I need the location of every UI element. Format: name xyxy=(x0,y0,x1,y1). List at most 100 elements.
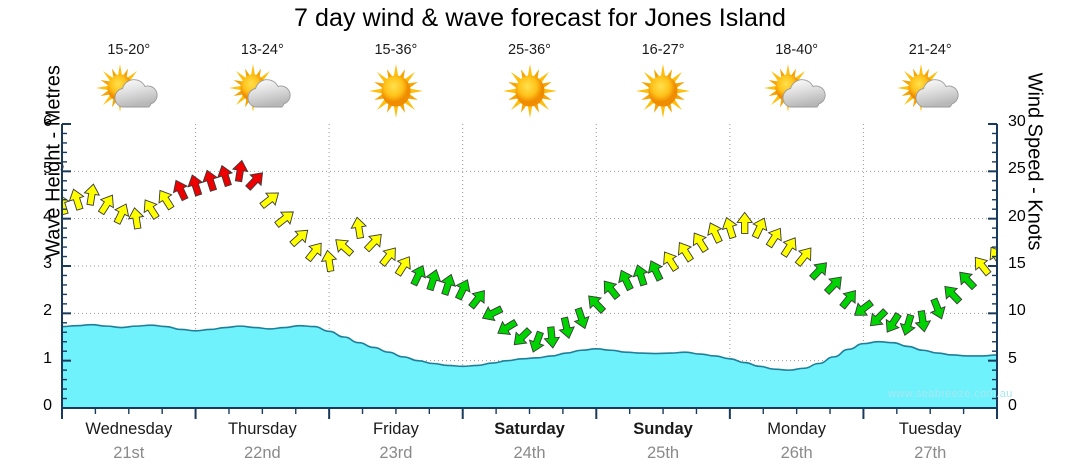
right-tick-20: 20 xyxy=(1008,207,1026,225)
wind-arrow xyxy=(839,289,856,310)
wind-arrow xyxy=(158,189,175,211)
day-label-wednesday: Wednesday xyxy=(85,420,173,438)
wind-arrow xyxy=(274,211,294,228)
wind-arrow xyxy=(707,222,723,244)
wind-arrow xyxy=(974,256,992,277)
wind-arrow xyxy=(721,216,738,240)
wind-arrow xyxy=(304,242,322,263)
wind-arrow xyxy=(603,280,621,301)
wind-arrow xyxy=(823,276,842,296)
wind-arrow xyxy=(751,217,768,240)
wind-arrow xyxy=(930,297,946,320)
day-label-tuesday: Tuesday xyxy=(898,420,962,438)
right-tick-30: 30 xyxy=(1008,113,1026,130)
wind-arrow xyxy=(989,246,997,268)
wind-arrow xyxy=(113,203,130,225)
wind-arrow xyxy=(68,188,85,211)
date-label-friday: 23rd xyxy=(379,444,413,462)
wind-arrow xyxy=(663,251,680,273)
wind-arrow xyxy=(677,241,695,263)
sunny-icon xyxy=(470,62,590,122)
wind-arrow xyxy=(231,159,249,183)
wind-arrow xyxy=(885,312,902,333)
wind-arrow xyxy=(513,327,533,346)
watermark: www.seabreeze.com.au xyxy=(888,388,1013,400)
left-tick-1: 1 xyxy=(43,349,52,367)
wind-arrow xyxy=(289,229,309,248)
wind-arrow xyxy=(454,279,471,301)
wind-arrow xyxy=(83,183,101,206)
wind-arrow xyxy=(497,318,519,335)
wind-arrow xyxy=(854,299,874,316)
date-label-wednesday: 21st xyxy=(113,444,145,462)
wind-arrow xyxy=(187,174,204,197)
wind-arrow xyxy=(647,260,664,282)
wind-arrow xyxy=(765,227,782,249)
day-label-thursday: Thursday xyxy=(227,420,297,438)
right-tick-25: 25 xyxy=(1008,160,1026,178)
partly-cloudy-icon xyxy=(202,62,322,122)
wind-arrow xyxy=(736,211,754,234)
day-label-monday: Monday xyxy=(767,420,826,438)
wind-arrow xyxy=(410,264,427,287)
wind-arrow xyxy=(62,193,70,216)
left-tick-3: 3 xyxy=(43,255,52,272)
right-tick-10: 10 xyxy=(1008,302,1026,320)
temperature-range-friday: 15-36° xyxy=(374,42,418,58)
left-tick-4: 4 xyxy=(43,207,52,225)
wind-arrow xyxy=(363,233,382,253)
wind-arrow xyxy=(379,247,396,267)
wind-arrow xyxy=(869,308,889,327)
wind-arrow xyxy=(632,264,649,287)
plot-area xyxy=(62,124,997,408)
wind-arrow xyxy=(573,306,590,330)
wind-arrow xyxy=(468,289,485,310)
date-label-saturday: 24th xyxy=(513,444,546,462)
left-tick-2: 2 xyxy=(43,302,52,320)
right-tick-5: 5 xyxy=(1008,349,1017,367)
wind-arrow xyxy=(127,207,145,230)
wind-arrow xyxy=(259,192,280,210)
wind-arrow xyxy=(809,262,828,281)
wind-arrow xyxy=(320,249,338,273)
wind-arrow xyxy=(899,313,916,336)
left-tick-6: 6 xyxy=(43,113,52,130)
wind-arrow xyxy=(425,269,442,292)
date-label-tuesday: 27th xyxy=(914,444,947,462)
temperature-range-saturday: 25-36° xyxy=(508,42,551,58)
wind-arrow xyxy=(780,237,797,258)
sunny-icon xyxy=(603,62,723,122)
wind-arrow xyxy=(944,285,963,305)
temperature-range-monday: 18-40° xyxy=(775,42,819,58)
left-tick-5: 5 xyxy=(43,160,52,178)
right-tick-15: 15 xyxy=(1008,255,1026,272)
day-label-sunday: Sunday xyxy=(633,420,693,438)
wind-arrow xyxy=(959,271,978,291)
page-title: 7 day wind & wave forecast for Jones Isl… xyxy=(293,4,787,32)
partly-cloudy-icon xyxy=(69,62,189,122)
wind-speed-arrows xyxy=(62,159,997,353)
temperature-range-tuesday: 21-24° xyxy=(908,42,952,58)
wind-arrow xyxy=(335,239,355,257)
temperature-range-thursday: 13-24° xyxy=(240,42,284,58)
day-label-saturday: Saturday xyxy=(494,420,565,438)
wind-arrow xyxy=(350,216,368,240)
wind-arrow xyxy=(481,305,504,322)
partly-cloudy-icon xyxy=(870,62,990,122)
wind-arrow xyxy=(543,326,561,349)
day-label-friday: Friday xyxy=(373,420,419,438)
wind-arrow xyxy=(528,330,545,353)
wind-arrow xyxy=(217,164,234,188)
wind-arrow xyxy=(692,232,709,254)
wind-arrow xyxy=(588,295,607,314)
wind-arrow xyxy=(794,247,812,267)
wind-arrow xyxy=(618,269,634,292)
date-label-thursday: 22nd xyxy=(243,444,281,462)
wind-arrow xyxy=(202,169,219,192)
date-label-monday: 26th xyxy=(780,444,813,462)
wind-arrow xyxy=(245,172,264,191)
temperature-range-sunday: 16-27° xyxy=(641,42,685,58)
date-label-sunday: 25th xyxy=(647,444,680,462)
partly-cloudy-icon xyxy=(737,62,857,122)
